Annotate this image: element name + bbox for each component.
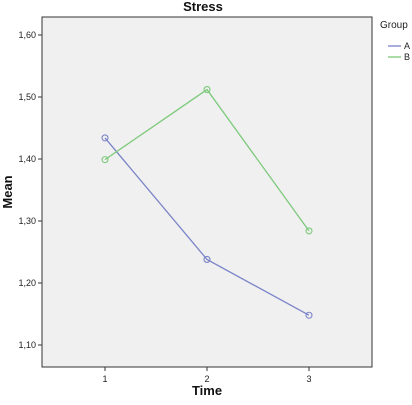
- data-point-a: [305, 311, 313, 319]
- chart-title: Stress: [183, 0, 223, 14]
- legend-label-a: A: [404, 41, 410, 51]
- series-line-a: [104, 137, 310, 316]
- legend-title: Group: [380, 20, 408, 31]
- plot-area: [41, 16, 373, 368]
- legend: Group AB: [380, 20, 410, 62]
- y-tick-label: 1,40: [18, 154, 36, 164]
- data-point-a: [101, 134, 109, 142]
- x-axis: 1 2 3: [102, 367, 312, 384]
- legend-items: AB: [388, 41, 410, 62]
- y-tick-label: 1,60: [18, 30, 36, 40]
- data-point-b: [203, 86, 211, 94]
- data-point-b: [101, 156, 109, 164]
- x-tick-label: 3: [306, 374, 311, 384]
- data-point-a: [203, 255, 211, 263]
- y-tick-label: 1,30: [18, 216, 36, 226]
- legend-label-b: B: [404, 52, 410, 62]
- y-tick-label: 1,10: [18, 340, 36, 350]
- y-tick-label: 1,50: [18, 92, 36, 102]
- x-axis-title: Time: [192, 383, 222, 398]
- y-axis-title: Mean: [0, 175, 15, 208]
- data-point-b: [305, 227, 313, 235]
- series-line-b: [104, 88, 310, 232]
- x-tick-label: 2: [204, 374, 209, 384]
- series-layer: [101, 86, 313, 319]
- y-tick-label: 1,20: [18, 278, 36, 288]
- x-tick-label: 1: [102, 374, 107, 384]
- y-axis: 1,10 1,20 1,30 1,40 1,50 1,60: [18, 30, 42, 350]
